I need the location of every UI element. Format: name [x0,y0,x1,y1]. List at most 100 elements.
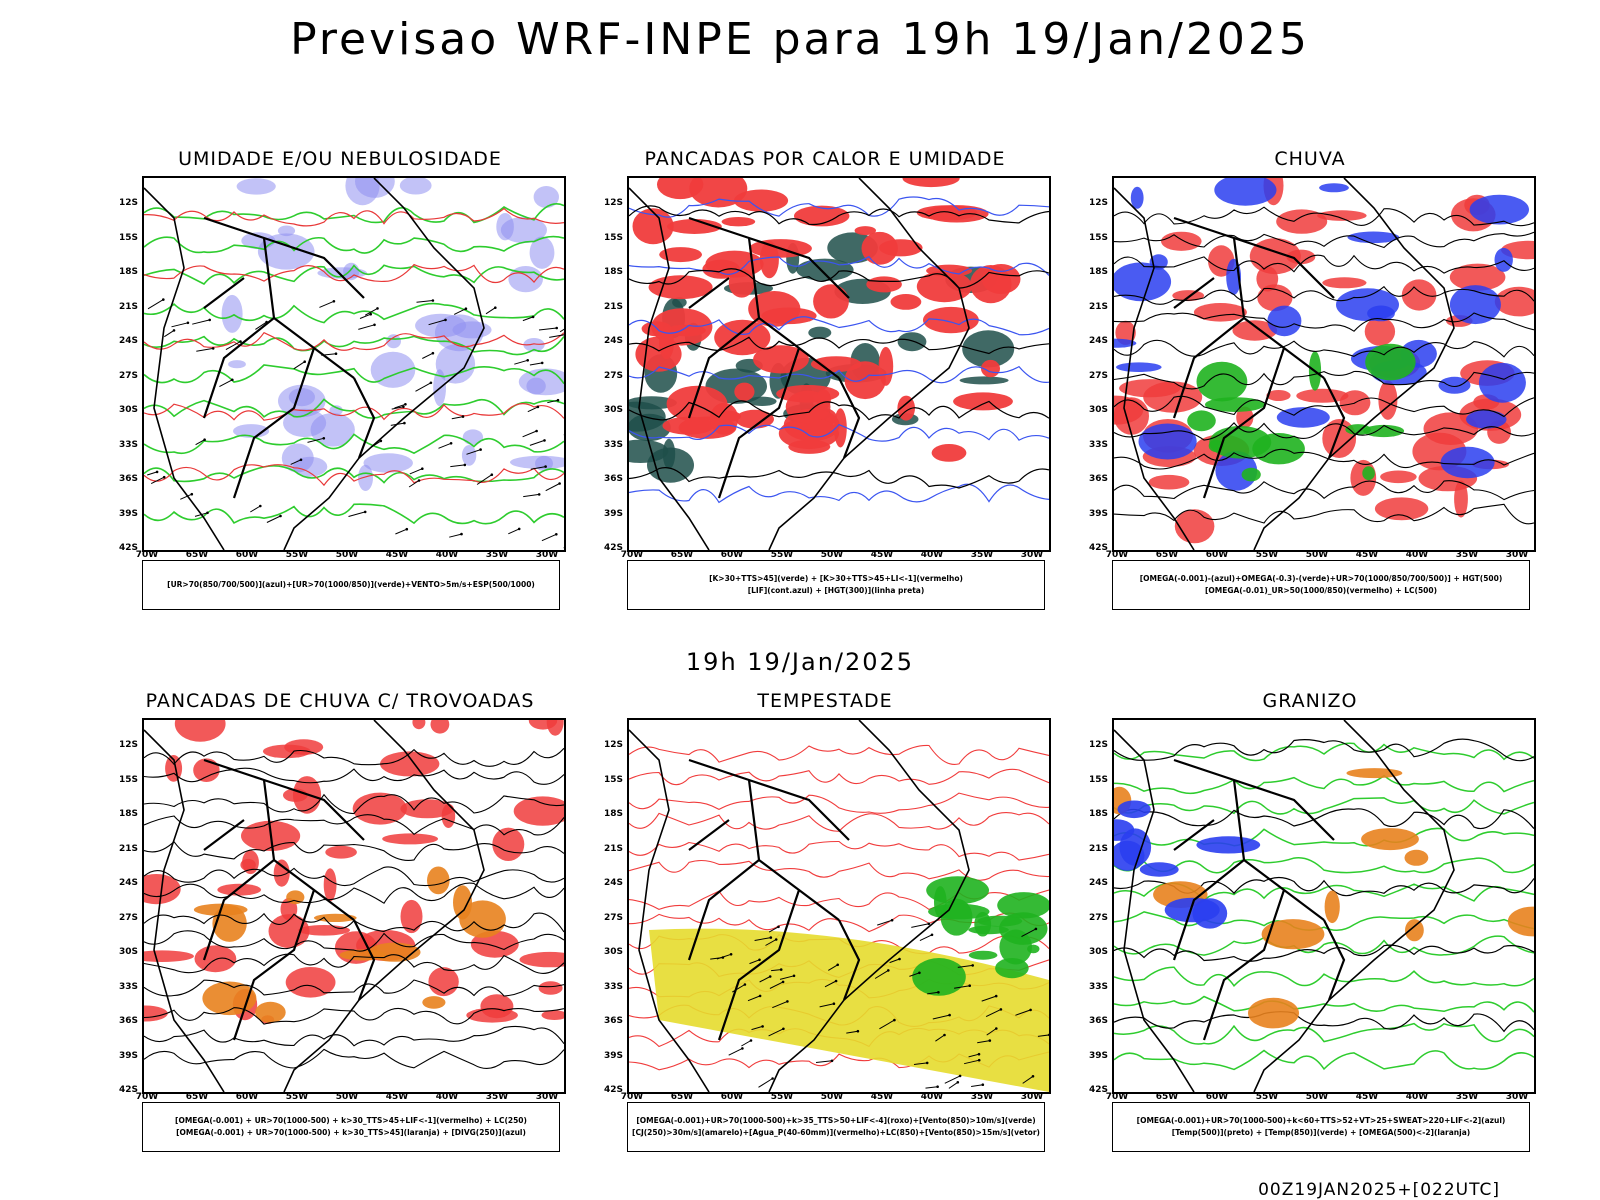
lon-tick-label: 55W [1255,1092,1279,1102]
lat-tick-label: 39S [118,1050,138,1061]
lon-tick-label: 30W [535,1092,559,1102]
lon-tick-label: 30W [535,550,559,560]
lon-tick-label: 40W [1405,1092,1429,1102]
lon-tick-label: 40W [920,1092,944,1102]
lon-tick-label: 35W [485,550,509,560]
lon-tick-label: 45W [1355,1092,1379,1102]
panel-pancadas-trovoadas: PANCADAS DE CHUVA C/ TROVOADAS 12S 15S 18S 2… [100,690,580,1170]
legend-line: [OMEGA(-0.001)-(azul)+OMEGA(-0.3)-(verde… [1139,574,1503,583]
legend-box: [UR>70(850/700/500)](azul)+[UR>70(1000/8… [142,560,560,610]
lon-tick-label: 60W [720,1092,744,1102]
lat-tick-label: 39S [603,1050,623,1061]
map-area [142,718,566,1094]
lon-tick-label: 35W [970,550,994,560]
lon-tick-label: 35W [1455,1092,1479,1102]
lat-tick-label: 42S [1088,543,1108,553]
lat-tick-label: 30S [1088,947,1108,957]
lat-tick-label: 12S [603,740,623,750]
lat-tick-label: 39S [1088,1050,1108,1061]
lon-tick-label: 30W [1505,550,1529,560]
lon-tick-label: 40W [435,1092,459,1102]
lat-tick-label: 12S [118,740,138,750]
lon-tick-label: 45W [385,550,409,560]
legend-line: [K>30+TTS>45](verde) + [K>30+TTS>45+LI<-… [709,574,963,583]
lon-tick-label: 50W [1305,1092,1329,1102]
panel-title: PANCADAS DE CHUVA C/ TROVOADAS [145,690,535,712]
lat-tick-label: 39S [118,508,138,519]
lon-tick-label: 50W [335,550,359,560]
lon-tick-label: 30W [1020,1092,1044,1102]
lat-tick-label: 27S [118,370,138,381]
panel-umidade: UMIDADE E/OU NEBULOSIDADE 12S 15S 18S 21S 24S… [100,148,580,628]
lat-tick-label: 27S [118,912,138,923]
lat-tick-label: 24S [603,878,623,888]
legend-line: [OMEGA(-0.001) + UR>70(1000-500) + k>30_… [175,1116,527,1125]
lat-tick-label: 27S [1088,912,1108,923]
lon-tick-label: 65W [185,1092,209,1102]
lat-tick-label: 24S [118,336,138,346]
map-area [1112,718,1536,1094]
lat-tick-label: 18S [1088,809,1108,819]
lat-tick-label: 42S [118,543,138,553]
legend-line: [Temp(500)](preto) + [Temp(850)](verde) … [1171,1128,1471,1137]
map-area [627,718,1051,1094]
legend-line: [OMEGA(-0.01)_UR>50(1000/850)(vermelho) … [1204,586,1438,595]
lon-tick-label: 40W [435,550,459,560]
lat-tick-label: 18S [118,267,138,277]
lat-tick-label: 15S [603,232,623,243]
panel-title: GRANIZO [1262,690,1358,712]
lon-tick-label: 55W [285,550,309,560]
lat-tick-label: 30S [603,947,623,957]
lon-tick-label: 65W [670,550,694,560]
lat-tick-label: 18S [1088,267,1108,277]
lon-tick-label: 60W [1205,1092,1229,1102]
lon-tick-label: 70W [135,550,159,560]
lat-tick-label: 42S [118,1085,138,1095]
lat-tick-label: 12S [1088,198,1108,208]
legend-box: [OMEGA(-0.001)+UR>70(1000-500)+k>35_TTS>… [627,1102,1045,1152]
lat-tick-label: 21S [118,301,138,312]
lat-tick-label: 15S [118,774,138,785]
lat-tick-label: 18S [603,809,623,819]
lon-tick-label: 70W [1105,550,1129,560]
lat-tick-label: 39S [603,508,623,519]
lat-tick-label: 21S [1088,843,1108,854]
lon-tick-label: 45W [385,1092,409,1102]
map-area [142,176,566,552]
lat-tick-label: 39S [1088,508,1108,519]
lat-tick-label: 33S [1088,439,1108,450]
lon-tick-label: 35W [1455,550,1479,560]
lat-tick-label: 36S [1088,474,1108,484]
lon-tick-label: 50W [820,550,844,560]
panel-granizo: GRANIZO 12S 15S 18S 21S 24S 27S 30S 33S 36S 39S 42S… [1070,690,1550,1170]
lon-tick-label: 65W [670,1092,694,1102]
lat-tick-label: 33S [1088,981,1108,992]
legend-box: [K>30+TTS>45](verde) + [K>30+TTS>45+LI<-… [627,560,1045,610]
lat-tick-label: 33S [603,439,623,450]
legend-line: [LIF](cont.azul) + [HGT(300)](linha pret… [747,586,925,595]
lat-tick-label: 36S [603,1016,623,1026]
lat-tick-label: 15S [603,774,623,785]
panel-title: CHUVA [1274,148,1346,170]
lat-tick-label: 24S [1088,878,1108,888]
lon-tick-label: 70W [620,1092,644,1102]
lat-tick-label: 33S [603,981,623,992]
panel-title: UMIDADE E/OU NEBULOSIDADE [178,148,502,170]
lat-tick-label: 24S [118,878,138,888]
legend-box: [OMEGA(-0.001)-(azul)+OMEGA(-0.3)-(verde… [1112,560,1530,610]
lat-tick-label: 36S [118,1016,138,1026]
legend-line: [OMEGA(-0.001)+UR>70(1000-500)+k<60+TTS>… [1136,1116,1506,1125]
legend-line: [CJ(250)>30m/s](amarelo)+[Agua_P(40-60mm… [632,1128,1040,1137]
lon-tick-label: 35W [485,1092,509,1102]
lon-tick-label: 50W [820,1092,844,1102]
lon-tick-label: 40W [920,550,944,560]
lat-tick-label: 24S [1088,336,1108,346]
main-title: Previsao WRF-INPE para 19h 19/Jan/2025 [290,14,1310,65]
lon-tick-label: 70W [1105,1092,1129,1102]
lon-tick-label: 70W [135,1092,159,1102]
lat-tick-label: 15S [1088,232,1108,243]
lat-tick-label: 21S [1088,301,1108,312]
lon-tick-label: 60W [720,550,744,560]
lat-tick-label: 42S [1088,1085,1108,1095]
lon-tick-label: 60W [235,1092,259,1102]
